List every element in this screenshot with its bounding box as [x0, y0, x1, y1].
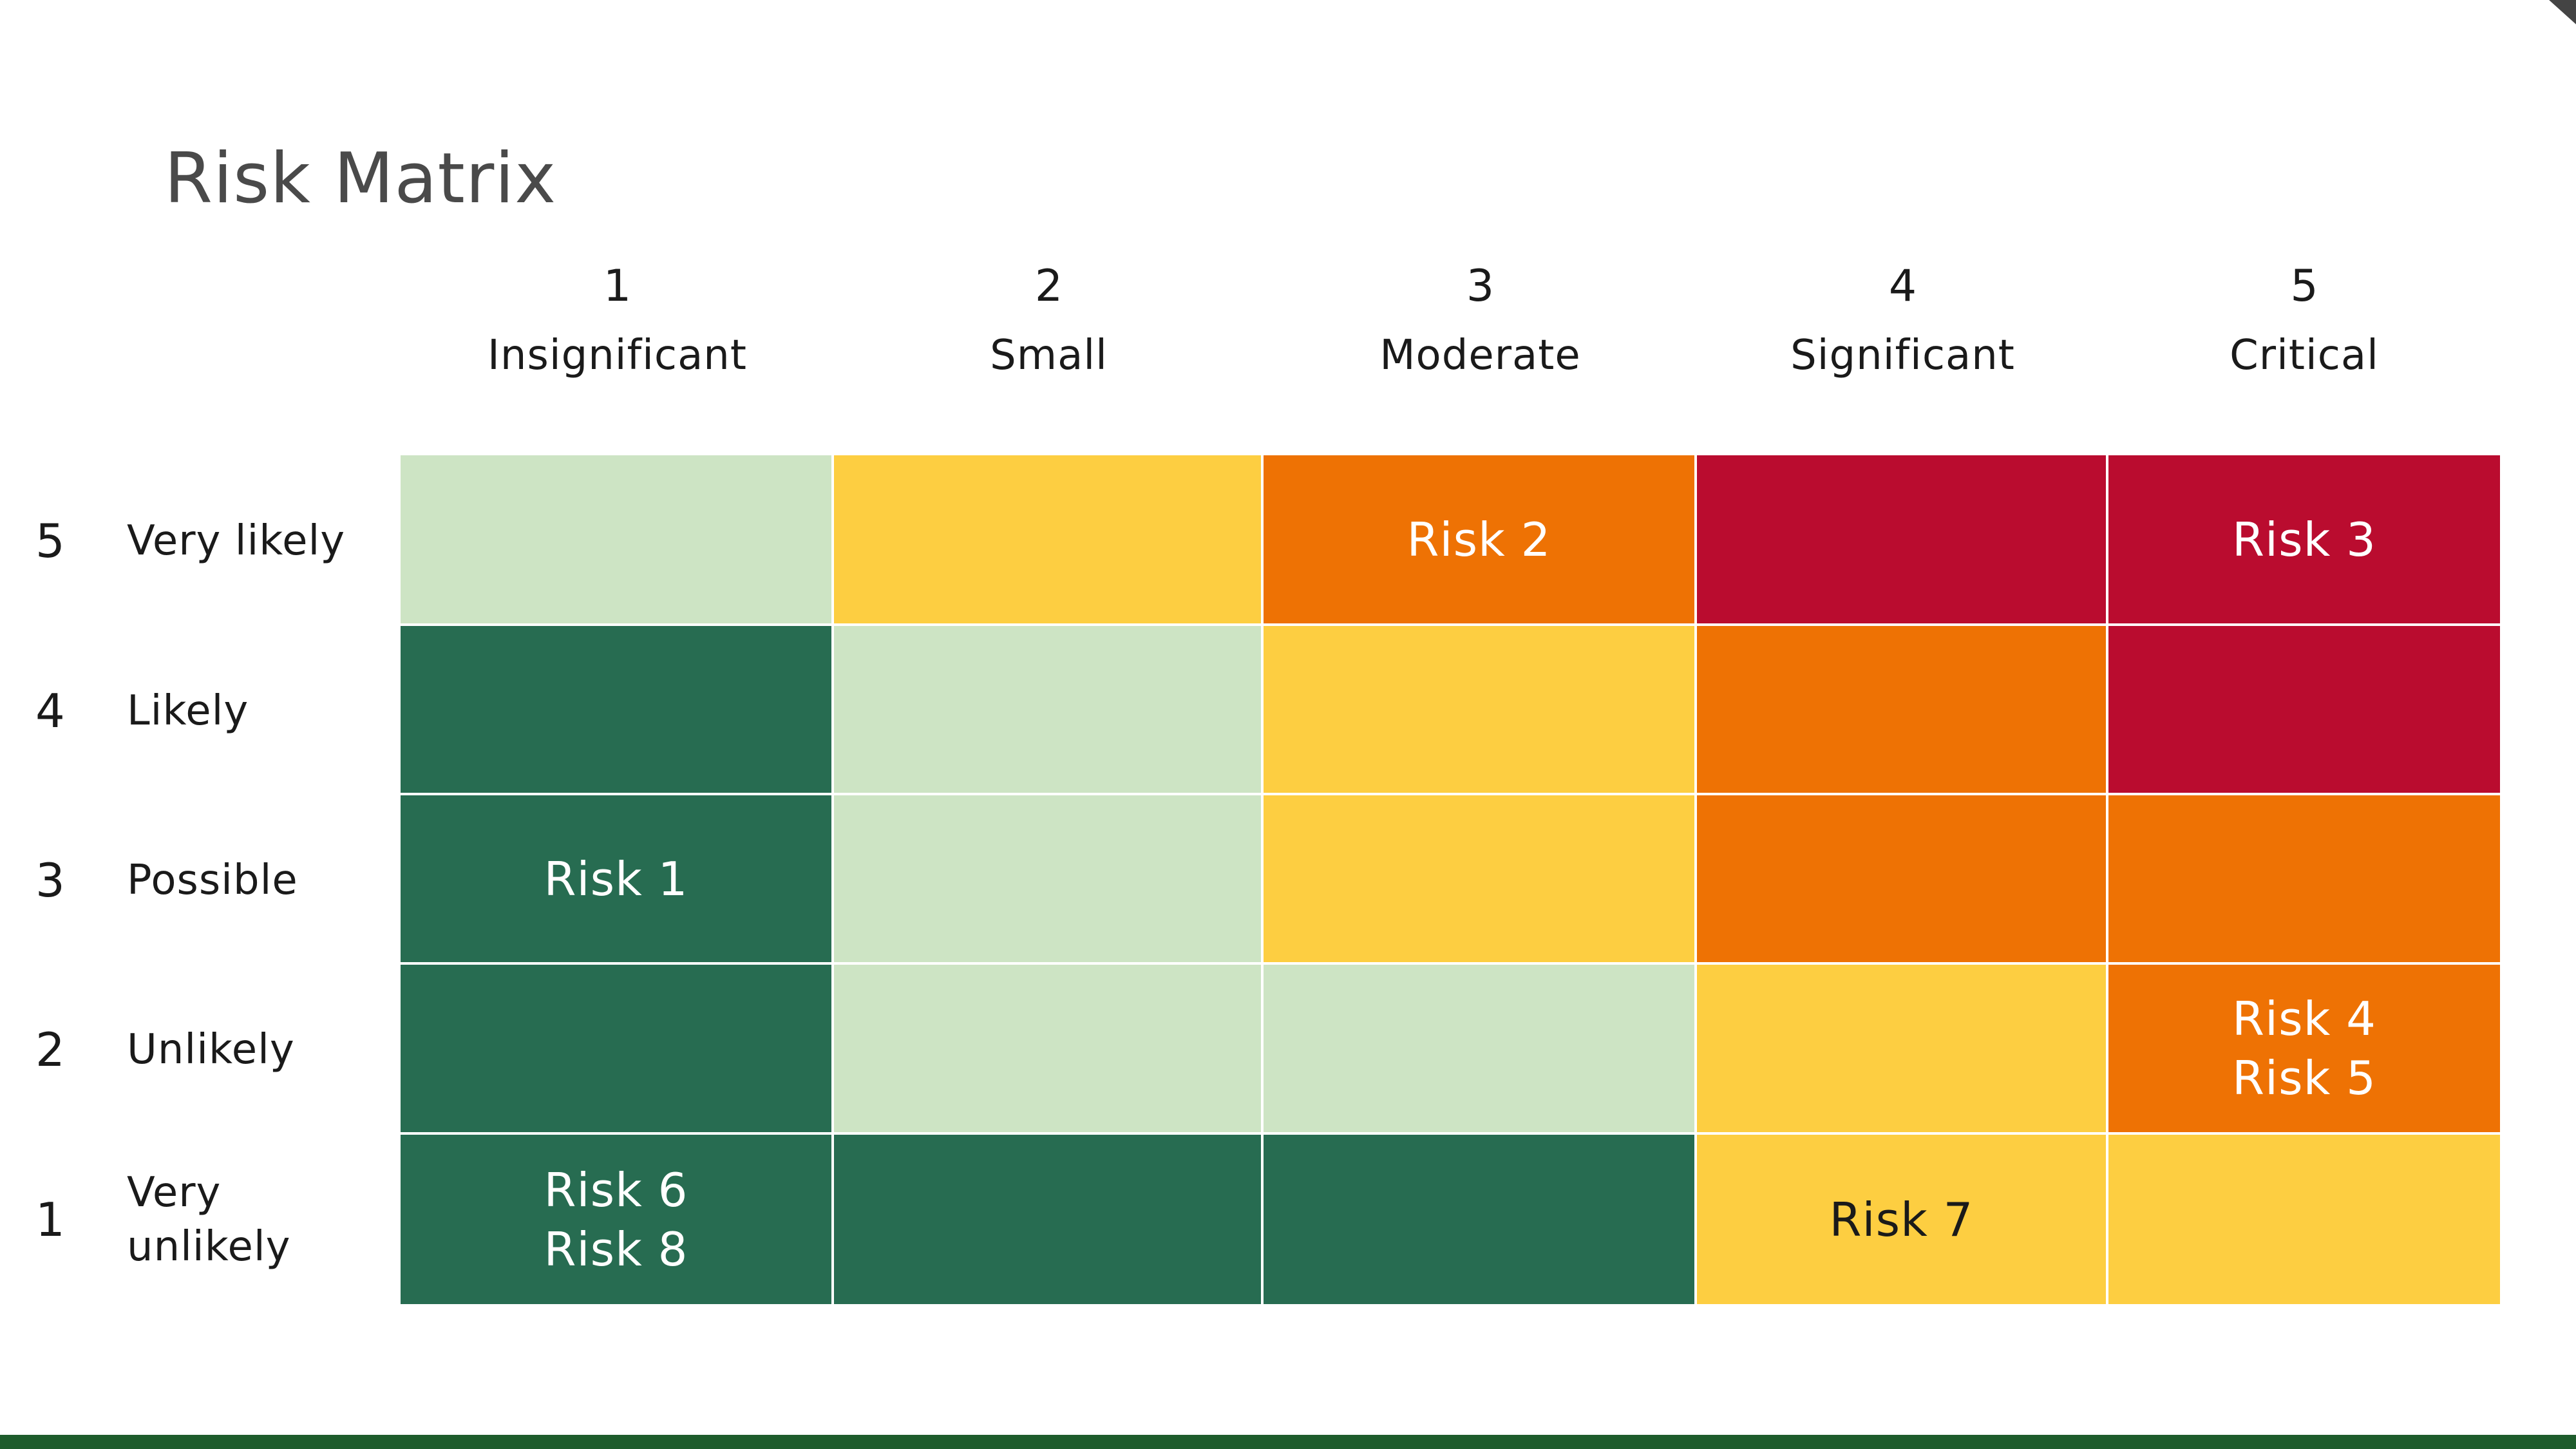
- likelihood-number-4: 4: [35, 683, 65, 738]
- impact-label: Critical: [2230, 332, 2379, 379]
- matrix-cell: [401, 455, 831, 623]
- impact-number: 3: [1466, 261, 1495, 312]
- matrix-cell: [1697, 965, 2106, 1132]
- matrix-cell: [1264, 626, 1694, 793]
- risk-label: Risk 3: [2232, 512, 2376, 567]
- impact-header-5: 5 Critical: [2098, 251, 2510, 376]
- impact-label: Insignificant: [488, 332, 747, 379]
- impact-header-3: 3 Moderate: [1274, 251, 1687, 376]
- risk-matrix-grid: Risk 2 Risk 3 Risk 1 Risk 4 Risk 5 Risk 6 Risk…: [401, 455, 2500, 1304]
- matrix-cell: [401, 626, 831, 793]
- matrix-cell: Risk 4 Risk 5: [2108, 965, 2500, 1132]
- likelihood-label-1: Very unlikely: [127, 1168, 291, 1271]
- impact-header-1: 1 Insignificant: [412, 251, 824, 376]
- risk-label: Risk 1: [544, 851, 688, 906]
- matrix-cell: [834, 965, 1261, 1132]
- likelihood-label-5: Very likely: [127, 516, 346, 565]
- likelihood-number-3: 3: [35, 853, 65, 907]
- impact-label: Significant: [1790, 332, 2015, 379]
- matrix-cell: [1264, 795, 1694, 962]
- likelihood-number-1: 1: [35, 1192, 65, 1247]
- matrix-cell: [834, 455, 1261, 623]
- matrix-cell: [834, 626, 1261, 793]
- matrix-cell: [1264, 965, 1694, 1132]
- page-title: Risk Matrix: [164, 138, 557, 219]
- impact-header-2: 2 Small: [843, 251, 1255, 376]
- country-banner-label: Denmark: [2422, 0, 2576, 21]
- likelihood-label-2: Unlikely: [127, 1026, 295, 1074]
- matrix-cell: [1697, 455, 2106, 623]
- impact-header-4: 4 Significant: [1697, 251, 2109, 376]
- risk-label: Risk 5: [2232, 1051, 2376, 1105]
- matrix-cell: Risk 6 Risk 8: [401, 1135, 831, 1304]
- likelihood-number-5: 5: [35, 513, 65, 568]
- risk-label: Risk 7: [1829, 1192, 1974, 1247]
- impact-label: Small: [990, 332, 1108, 379]
- country-banner: Denmark: [2029, 0, 2576, 222]
- matrix-cell: Risk 2: [1264, 455, 1694, 623]
- impact-label: Moderate: [1379, 332, 1581, 379]
- footer-bar: [0, 1435, 2576, 1449]
- impact-number: 1: [603, 261, 632, 312]
- matrix-cell: [2108, 1135, 2500, 1304]
- matrix-cell: [1264, 1135, 1694, 1304]
- matrix-cell: [834, 1135, 1261, 1304]
- matrix-cell: [834, 795, 1261, 962]
- matrix-cell: [2108, 626, 2500, 793]
- matrix-cell: [401, 965, 831, 1132]
- matrix-cell: Risk 1: [401, 795, 831, 962]
- impact-number: 5: [2290, 261, 2318, 312]
- matrix-cell: [1697, 795, 2106, 962]
- matrix-cell: Risk 7: [1697, 1135, 2106, 1304]
- risk-label: Risk 6: [544, 1162, 688, 1217]
- likelihood-label-3: Possible: [127, 856, 298, 904]
- impact-number: 4: [1888, 261, 1917, 312]
- risk-label: Risk 4: [2232, 992, 2376, 1046]
- risk-label: Risk 2: [1406, 512, 1551, 567]
- matrix-cell: [2108, 795, 2500, 962]
- likelihood-number-2: 2: [35, 1023, 65, 1077]
- matrix-cell: [1697, 626, 2106, 793]
- likelihood-label-4: Likely: [127, 687, 249, 735]
- matrix-cell: Risk 3: [2108, 455, 2500, 623]
- impact-number: 2: [1034, 261, 1063, 312]
- risk-label: Risk 8: [544, 1222, 688, 1276]
